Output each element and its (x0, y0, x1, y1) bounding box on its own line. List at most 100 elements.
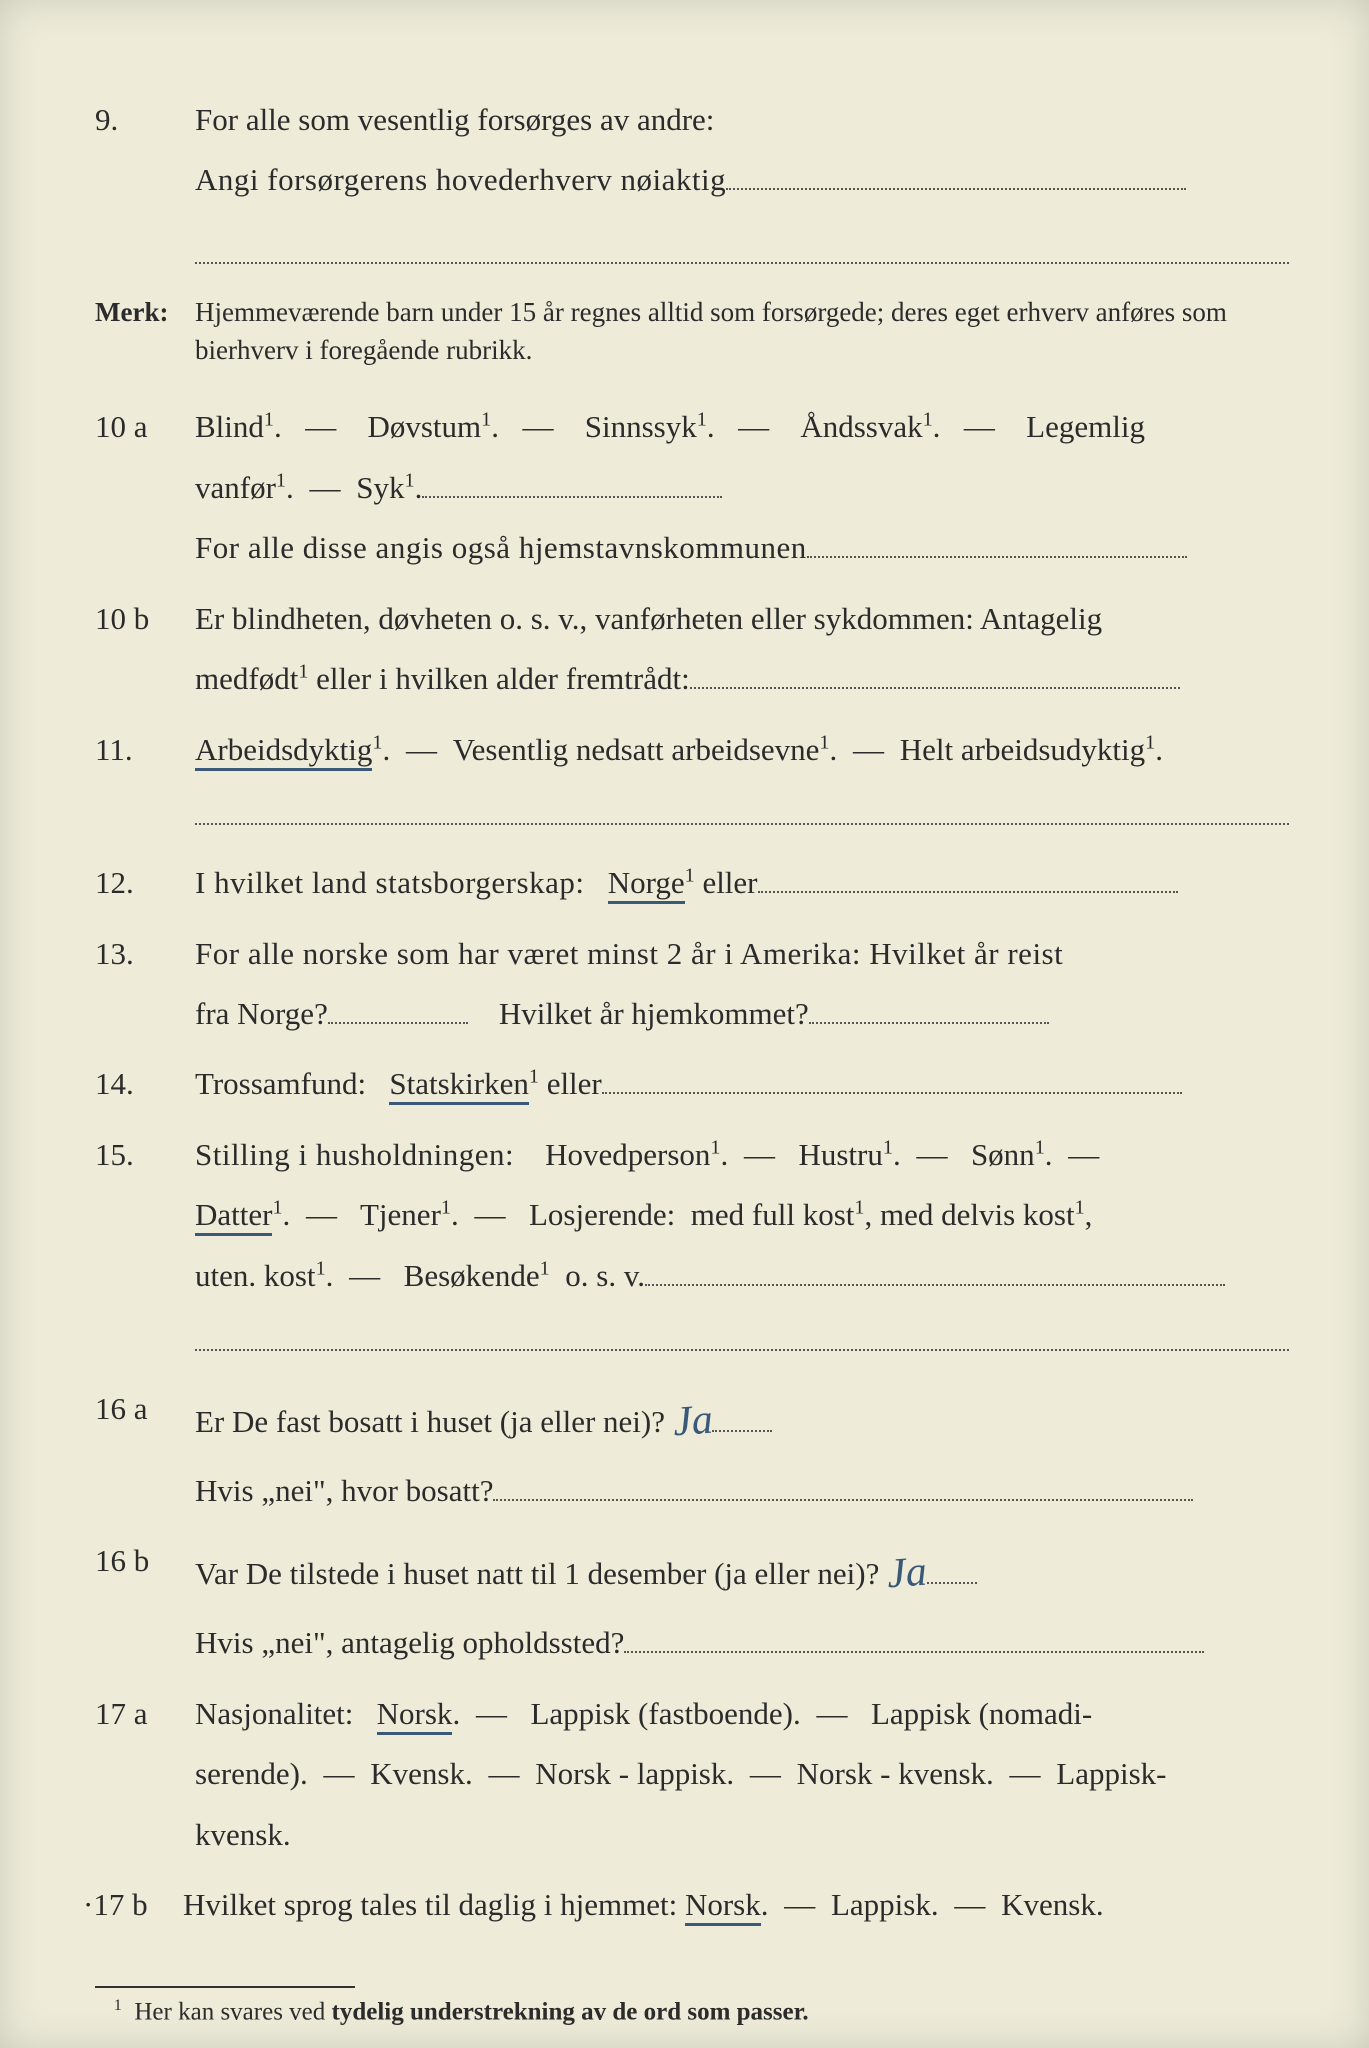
question-13: 13. For alle norske som har været minst … (95, 924, 1289, 1045)
question-10a: 10 a Blind1. — Døvstum1. — Sinnssyk1. — … (95, 397, 1289, 578)
q15-opt6-label: Losjerende: (529, 1197, 675, 1232)
q15-text-a: Stilling i husholdningen: (195, 1137, 514, 1172)
q16b-line2: Hvis „nei", antagelig opholdssted? (195, 1625, 624, 1660)
q10b-number: 10 b (95, 589, 195, 649)
question-14: 14. Trossamfund: Statskirken1 eller (95, 1054, 1289, 1114)
q10a-line2a: vanfør (195, 470, 276, 505)
q15-opt6a: med full kost (691, 1197, 855, 1232)
q17b-opt3: Kvensk (1001, 1887, 1096, 1922)
q12-text-b: eller (702, 865, 757, 900)
q11-fill[interactable] (195, 822, 1289, 825)
q10a-number: 10 a (95, 397, 195, 457)
q12-text-a: I hvilket land statsborgerskap: (195, 865, 584, 900)
q12-body: I hvilket land statsborgerskap: Norge1 e… (195, 853, 1289, 913)
q16a-number: 16 a (95, 1379, 195, 1439)
q11-body: Arbeidsdyktig1. — Vesentlig nedsatt arbe… (195, 720, 1289, 843)
q16b-line1: Var De tilstede i huset natt til 1 desem… (195, 1556, 879, 1591)
merk-label: Merk: (95, 294, 185, 332)
q16a-fill[interactable] (493, 1471, 1193, 1501)
q15-opt3: Sønn (971, 1137, 1035, 1172)
q17a-opt5: Norsk - lappisk (535, 1756, 726, 1791)
q16b-fill[interactable] (624, 1623, 1204, 1653)
q10a-opt4: Åndssvak (800, 409, 922, 444)
q14-text-b: eller (547, 1066, 602, 1101)
q12-fill[interactable] (758, 863, 1178, 893)
q16b-body: Var De tilstede i huset natt til 1 desem… (195, 1531, 1289, 1673)
q10a-opt5: Legemlig (1026, 409, 1145, 444)
q16b-answer: Ja (884, 1532, 929, 1616)
q15-opt4: Datter (195, 1197, 272, 1236)
q15-opt7-suffix: o. s. v. (565, 1258, 645, 1293)
q16a-line1: Er De fast bosatt i huset (ja eller nei)… (195, 1404, 665, 1439)
footnote-rule (95, 1986, 355, 1988)
q15-fill2[interactable] (195, 1348, 1289, 1351)
q12-norge: Norge (608, 865, 685, 904)
q9-line2: Angi forsørgerens hovederhverv nøiaktig (195, 162, 726, 197)
q13-fill2[interactable] (809, 994, 1049, 1024)
q15-number: 15. (95, 1125, 195, 1185)
q9-fill[interactable] (726, 161, 1186, 191)
q14-fill[interactable] (602, 1065, 1182, 1095)
q9-number: 9. (95, 90, 195, 150)
q13-body: For alle norske som har været minst 2 år… (195, 924, 1289, 1045)
q13-line2a: fra Norge? (195, 996, 328, 1031)
question-12: 12. I hvilket land statsborgerskap: Norg… (95, 853, 1289, 913)
q16a-fill0[interactable] (712, 1402, 772, 1432)
q17b-opt2: Lappisk (831, 1887, 931, 1922)
q15-body: Stilling i husholdningen: Hovedperson1. … (195, 1125, 1289, 1369)
q15-opt1: Hovedperson (545, 1137, 710, 1172)
question-16a: 16 a Er De fast bosatt i huset (ja eller… (95, 1379, 1289, 1521)
q17a-line2a: serende). (195, 1756, 308, 1791)
footnote-text-b: tydelig understrekning av de ord som pas… (332, 1998, 809, 2025)
q10a-fill2[interactable] (807, 528, 1187, 558)
q10b-line1: Er blindheten, døvheten o. s. v., vanfør… (195, 601, 1102, 636)
q10b-fill[interactable] (690, 659, 1180, 689)
footnote-marker: 1 (114, 1996, 122, 2014)
q16b-number: 16 b (95, 1531, 195, 1591)
q17b-body: Hvilket sprog tales til daglig i hjemmet… (183, 1875, 1289, 1935)
q10b-body: Er blindheten, døvheten o. s. v., vanfør… (195, 589, 1289, 710)
q13-line1: For alle norske som har været minst 2 år… (195, 936, 1063, 971)
q17a-opt4: Kvensk (370, 1756, 465, 1791)
footnote: 1 Her kan svares ved tydelig understrekn… (95, 1996, 1289, 2026)
q17a-body: Nasjonalitet: Norsk. — Lappisk (fastboen… (195, 1684, 1289, 1865)
q15-opt6b: med delvis kost (880, 1197, 1075, 1232)
q10a-opt2: Døvstum (367, 409, 481, 444)
q17b-opt1: Norsk (685, 1887, 761, 1926)
q11-opt1: Arbeidsdyktig (195, 732, 372, 771)
question-17b: ·17 b Hvilket sprog tales til daglig i h… (95, 1875, 1289, 1935)
q11-opt2: Vesentlig nedsatt arbeidsevne (453, 732, 820, 767)
q12-number: 12. (95, 853, 195, 913)
q10a-fill[interactable] (422, 468, 722, 498)
q17a-text-a: Nasjonalitet: (195, 1696, 353, 1731)
q16a-line2: Hvis „nei", hvor bosatt? (195, 1473, 493, 1508)
question-17a: 17 a Nasjonalitet: Norsk. — Lappisk (fas… (95, 1684, 1289, 1865)
question-9: 9. For alle som vesentlig forsørges av a… (95, 90, 1289, 282)
q16b-fill0[interactable] (927, 1555, 977, 1585)
q9-line1: For alle som vesentlig forsørges av andr… (195, 102, 714, 137)
q17a-line3: kvensk. (195, 1817, 291, 1852)
q9-fill2[interactable] (195, 261, 1289, 264)
question-15: 15. Stilling i husholdningen: Hovedperso… (95, 1125, 1289, 1369)
merk-text: Hjemmeværende barn under 15 år regnes al… (185, 294, 1289, 370)
q14-number: 14. (95, 1054, 195, 1114)
q13-number: 13. (95, 924, 195, 984)
q10a-line3: For alle disse angis også hjemstavnskomm… (195, 530, 807, 565)
q15-opt5: Tjener (360, 1197, 441, 1232)
q14-text-a: Trossamfund: (195, 1066, 366, 1101)
q13-line2b: Hvilket år hjemkommet? (499, 996, 809, 1031)
q15-fill[interactable] (645, 1256, 1225, 1286)
q10a-line2b: Syk (356, 470, 404, 505)
q16a-answer: Ja (670, 1380, 715, 1464)
footnote-text-a: Her kan svares ved (134, 1998, 331, 2025)
q15-opt2: Hustru (798, 1137, 882, 1172)
q17b-number: ·17 b (83, 1875, 183, 1935)
q17a-opt1: Norsk (377, 1696, 453, 1735)
q15-opt7: Besøkende (404, 1258, 540, 1293)
q11-opt3: Helt arbeidsudyktig (900, 732, 1145, 767)
q10a-opt1: Blind (195, 409, 264, 444)
q9-body: For alle som vesentlig forsørges av andr… (195, 90, 1289, 282)
q17a-opt3: Lappisk (nomadi- (871, 1696, 1092, 1731)
q17a-opt6: Norsk - kvensk (797, 1756, 986, 1791)
q13-fill1[interactable] (328, 994, 468, 1024)
